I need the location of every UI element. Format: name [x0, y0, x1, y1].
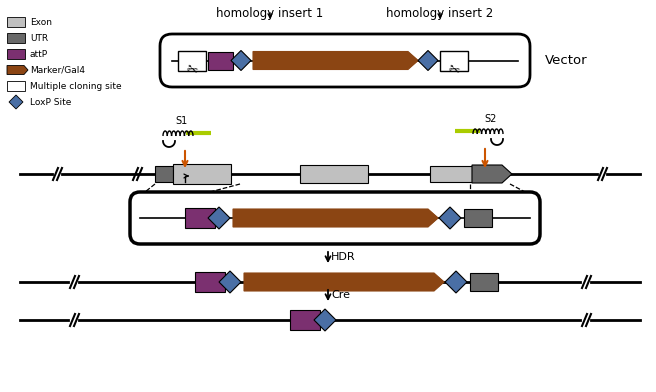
Polygon shape: [244, 273, 445, 291]
Text: Exon: Exon: [30, 18, 52, 27]
Bar: [7, 17, 25, 27]
Polygon shape: [418, 51, 438, 71]
FancyBboxPatch shape: [130, 192, 540, 244]
Bar: [430, 166, 472, 182]
Bar: [155, 166, 173, 182]
Polygon shape: [314, 309, 336, 331]
Polygon shape: [231, 51, 251, 71]
Polygon shape: [253, 51, 419, 69]
Bar: [208, 51, 233, 69]
Polygon shape: [439, 207, 461, 229]
Bar: [178, 51, 206, 71]
Text: Vector: Vector: [545, 54, 588, 67]
Polygon shape: [445, 271, 467, 293]
Text: Cre: Cre: [331, 290, 350, 301]
Bar: [440, 51, 468, 71]
Text: Multiple cloning site: Multiple cloning site: [30, 82, 121, 91]
Polygon shape: [233, 209, 439, 227]
Text: Marker/Gal4: Marker/Gal4: [30, 65, 85, 74]
Text: homology insert 2: homology insert 2: [386, 7, 493, 20]
Polygon shape: [7, 65, 28, 74]
FancyBboxPatch shape: [160, 34, 530, 87]
Bar: [470, 273, 498, 291]
Text: S1: S1: [175, 116, 187, 126]
Bar: [7, 81, 25, 91]
Bar: [185, 208, 215, 228]
Bar: [173, 164, 231, 184]
Text: homology insert 1: homology insert 1: [216, 7, 323, 20]
Bar: [464, 209, 492, 227]
Bar: [290, 310, 320, 330]
Polygon shape: [9, 95, 23, 109]
Bar: [7, 33, 25, 43]
Text: S2: S2: [485, 114, 497, 124]
Text: ✂: ✂: [446, 62, 462, 79]
Polygon shape: [208, 207, 230, 229]
Text: attP: attP: [30, 49, 48, 58]
Text: HDR: HDR: [331, 252, 356, 263]
Polygon shape: [472, 165, 512, 183]
Bar: [195, 272, 225, 292]
Text: ✂: ✂: [184, 62, 200, 79]
Text: LoxP Site: LoxP Site: [30, 98, 72, 107]
Polygon shape: [219, 271, 241, 293]
Bar: [7, 49, 25, 59]
Text: UTR: UTR: [30, 33, 48, 42]
Bar: [300, 165, 368, 183]
